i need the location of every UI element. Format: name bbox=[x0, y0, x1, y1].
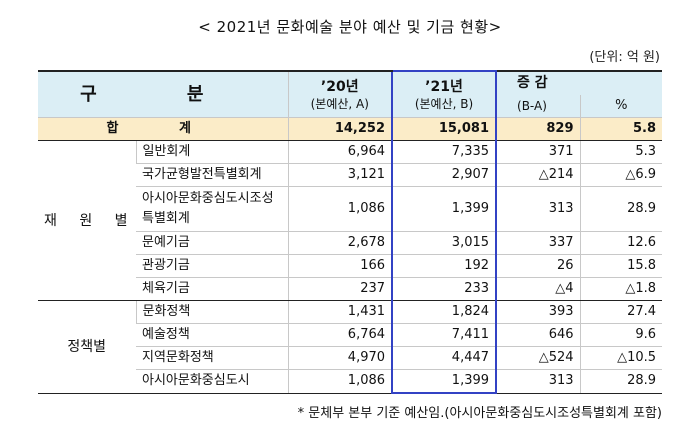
row-2020: 4,970 bbox=[287, 346, 393, 370]
group-label: 정책별 bbox=[38, 300, 136, 394]
row-name: 아시아문화중심도시 bbox=[136, 369, 289, 394]
row-pct: 12.6 bbox=[579, 231, 663, 255]
row-2021: 233 bbox=[391, 277, 498, 301]
row-diff: 393 bbox=[495, 300, 581, 324]
row-2021: 3,015 bbox=[391, 231, 498, 255]
footnote: * 문체부 본부 기준 예산임.(아시아문화중심도시조성특별회계 포함) bbox=[297, 406, 662, 421]
row-diff: 313 bbox=[495, 369, 581, 394]
row-diff: 26 bbox=[495, 254, 581, 278]
header-change-sub: (B-A) bbox=[496, 95, 581, 118]
table-row: 재 원 별 일반회계 6,964 7,335 371 5.3 bbox=[38, 140, 663, 301]
table-row: 아시아문화중심도시 1,086 1,399 313 28.9 bbox=[38, 369, 663, 394]
row-pct: 15.8 bbox=[579, 254, 663, 278]
row-pct: 28.9 bbox=[579, 369, 663, 394]
row-2021: 7,335 bbox=[391, 140, 498, 164]
row-2021: 7,411 bbox=[391, 323, 498, 347]
row-name: 지역문화정책 bbox=[136, 346, 289, 370]
header-2021: ’21년 (본예산, B) bbox=[391, 70, 498, 118]
row-2021: 2,907 bbox=[391, 163, 498, 187]
row-name: 관광기금 bbox=[136, 254, 289, 278]
header-2021-year: ’21년 bbox=[425, 78, 463, 95]
row-diff: △4 bbox=[495, 277, 581, 301]
row-2021: 4,447 bbox=[391, 346, 498, 370]
header-change: 증 감 bbox=[495, 70, 663, 95]
row-2020: 3,121 bbox=[287, 163, 393, 187]
unit-label: (단위: 억 원) bbox=[589, 50, 660, 65]
row-2021: 192 bbox=[391, 254, 498, 278]
row-diff: △524 bbox=[495, 346, 581, 370]
row-2020: 1,086 bbox=[287, 186, 393, 232]
header-2020-year: ’20년 bbox=[320, 78, 359, 95]
table-title: < 2021년 문화예술 분야 예산 및 기금 현황> bbox=[198, 18, 502, 36]
total-label: 합 계 bbox=[38, 117, 289, 141]
row-name: 국가균형발전특별회계 bbox=[136, 163, 289, 187]
table-row: 예술정책 6,764 7,411 646 9.6 bbox=[38, 323, 663, 347]
row-name: 일반회계 bbox=[135, 140, 289, 164]
row-diff: 371 bbox=[495, 140, 581, 164]
header-2020-sub: (본예산, A) bbox=[310, 96, 369, 111]
row-diff: 337 bbox=[495, 231, 581, 255]
row-pct: △10.5 bbox=[579, 346, 663, 370]
header-division: 구 분 bbox=[38, 70, 289, 118]
header-pct: % bbox=[579, 95, 663, 118]
row-2020: 1,086 bbox=[287, 369, 393, 394]
row-2021: 1,824 bbox=[391, 300, 498, 324]
row-diff: 313 bbox=[495, 186, 581, 232]
table-row: 정책별 문화정책 1,431 1,824 393 27.4 bbox=[38, 300, 663, 394]
total-2021: 15,081 bbox=[391, 117, 498, 141]
total-diff: 829 bbox=[495, 117, 581, 141]
table-row: 국가균형발전특별회계 3,121 2,907 △214 △6.9 bbox=[38, 163, 663, 187]
group-label: 재 원 별 bbox=[38, 140, 136, 301]
row-pct: 27.4 bbox=[579, 300, 663, 324]
row-pct: 5.3 bbox=[579, 140, 663, 164]
total-2020: 14,252 bbox=[287, 117, 393, 141]
row-diff: △214 bbox=[495, 163, 581, 187]
table-row: 관광기금 166 192 26 15.8 bbox=[38, 254, 663, 278]
header-2021-sub: (본예산, B) bbox=[414, 96, 474, 111]
row-name: 문예기금 bbox=[136, 231, 289, 255]
row-name: 체육기금 bbox=[136, 277, 289, 301]
budget-table-body: 합 계 14,252 15,081 829 5.8 재 원 별 일반회계 6,964… bbox=[38, 117, 663, 394]
table-row: 아시아문화중심도시조성특별회계 1,086 1,399 313 28.9 bbox=[38, 186, 663, 232]
row-pct: 28.9 bbox=[579, 186, 663, 232]
total-row: 합 계 14,252 15,081 829 5.8 bbox=[38, 117, 663, 141]
row-2021: 1,399 bbox=[391, 369, 498, 394]
row-2020: 2,678 bbox=[287, 231, 393, 255]
row-name: 문화정책 bbox=[135, 300, 289, 324]
row-2020: 6,964 bbox=[287, 140, 393, 164]
row-pct: △1.8 bbox=[579, 277, 663, 301]
header-2020: ’20년 (본예산, A) bbox=[287, 70, 393, 118]
row-2020: 237 bbox=[287, 277, 393, 301]
budget-table: 구 분 ’20년 (본예산, A) ’21년 (본예산, B) 증 감 (B-A… bbox=[38, 70, 663, 394]
total-pct: 5.8 bbox=[579, 117, 663, 141]
table-row: 체육기금 237 233 △4 △1.8 bbox=[38, 277, 663, 301]
row-name: 예술정책 bbox=[136, 323, 289, 347]
row-diff: 646 bbox=[495, 323, 581, 347]
row-pct: 9.6 bbox=[579, 323, 663, 347]
row-pct: △6.9 bbox=[579, 163, 663, 187]
table-row: 문예기금 2,678 3,015 337 12.6 bbox=[38, 231, 663, 255]
row-name: 아시아문화중심도시조성특별회계 bbox=[136, 186, 289, 232]
header-change-label: 증 감 bbox=[517, 75, 548, 91]
row-2020: 1,431 bbox=[287, 300, 393, 324]
table-row: 지역문화정책 4,970 4,447 △524 △10.5 bbox=[38, 346, 663, 370]
row-2020: 6,764 bbox=[287, 323, 393, 347]
row-2020: 166 bbox=[287, 254, 393, 278]
row-2021: 1,399 bbox=[391, 186, 498, 232]
